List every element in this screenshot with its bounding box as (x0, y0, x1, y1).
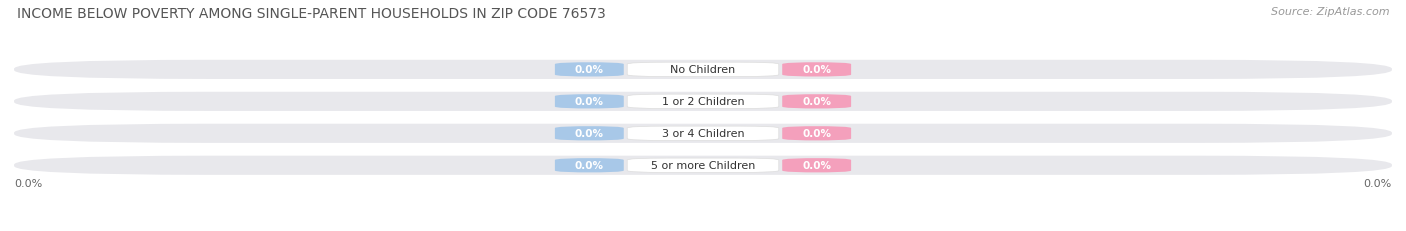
Text: Source: ZipAtlas.com: Source: ZipAtlas.com (1271, 7, 1389, 17)
FancyBboxPatch shape (14, 156, 1392, 175)
FancyBboxPatch shape (782, 127, 851, 141)
Text: 0.0%: 0.0% (575, 129, 603, 139)
Text: 0.0%: 0.0% (803, 65, 831, 75)
Text: 0.0%: 0.0% (14, 179, 42, 188)
FancyBboxPatch shape (555, 158, 624, 173)
Text: 5 or more Children: 5 or more Children (651, 161, 755, 170)
FancyBboxPatch shape (782, 158, 851, 173)
FancyBboxPatch shape (782, 95, 851, 109)
Text: 0.0%: 0.0% (575, 97, 603, 107)
Text: 0.0%: 0.0% (575, 65, 603, 75)
Text: 0.0%: 0.0% (575, 161, 603, 170)
Text: 0.0%: 0.0% (1364, 179, 1392, 188)
FancyBboxPatch shape (627, 158, 779, 173)
Text: 0.0%: 0.0% (803, 129, 831, 139)
FancyBboxPatch shape (14, 92, 1392, 111)
Text: 0.0%: 0.0% (803, 97, 831, 107)
FancyBboxPatch shape (555, 63, 624, 77)
FancyBboxPatch shape (782, 63, 851, 77)
FancyBboxPatch shape (14, 124, 1392, 143)
Text: No Children: No Children (671, 65, 735, 75)
FancyBboxPatch shape (14, 61, 1392, 80)
FancyBboxPatch shape (555, 127, 624, 141)
Text: 0.0%: 0.0% (803, 161, 831, 170)
FancyBboxPatch shape (627, 95, 779, 109)
Text: 1 or 2 Children: 1 or 2 Children (662, 97, 744, 107)
FancyBboxPatch shape (627, 127, 779, 141)
FancyBboxPatch shape (555, 95, 624, 109)
Text: 3 or 4 Children: 3 or 4 Children (662, 129, 744, 139)
Text: INCOME BELOW POVERTY AMONG SINGLE-PARENT HOUSEHOLDS IN ZIP CODE 76573: INCOME BELOW POVERTY AMONG SINGLE-PARENT… (17, 7, 606, 21)
FancyBboxPatch shape (627, 63, 779, 77)
